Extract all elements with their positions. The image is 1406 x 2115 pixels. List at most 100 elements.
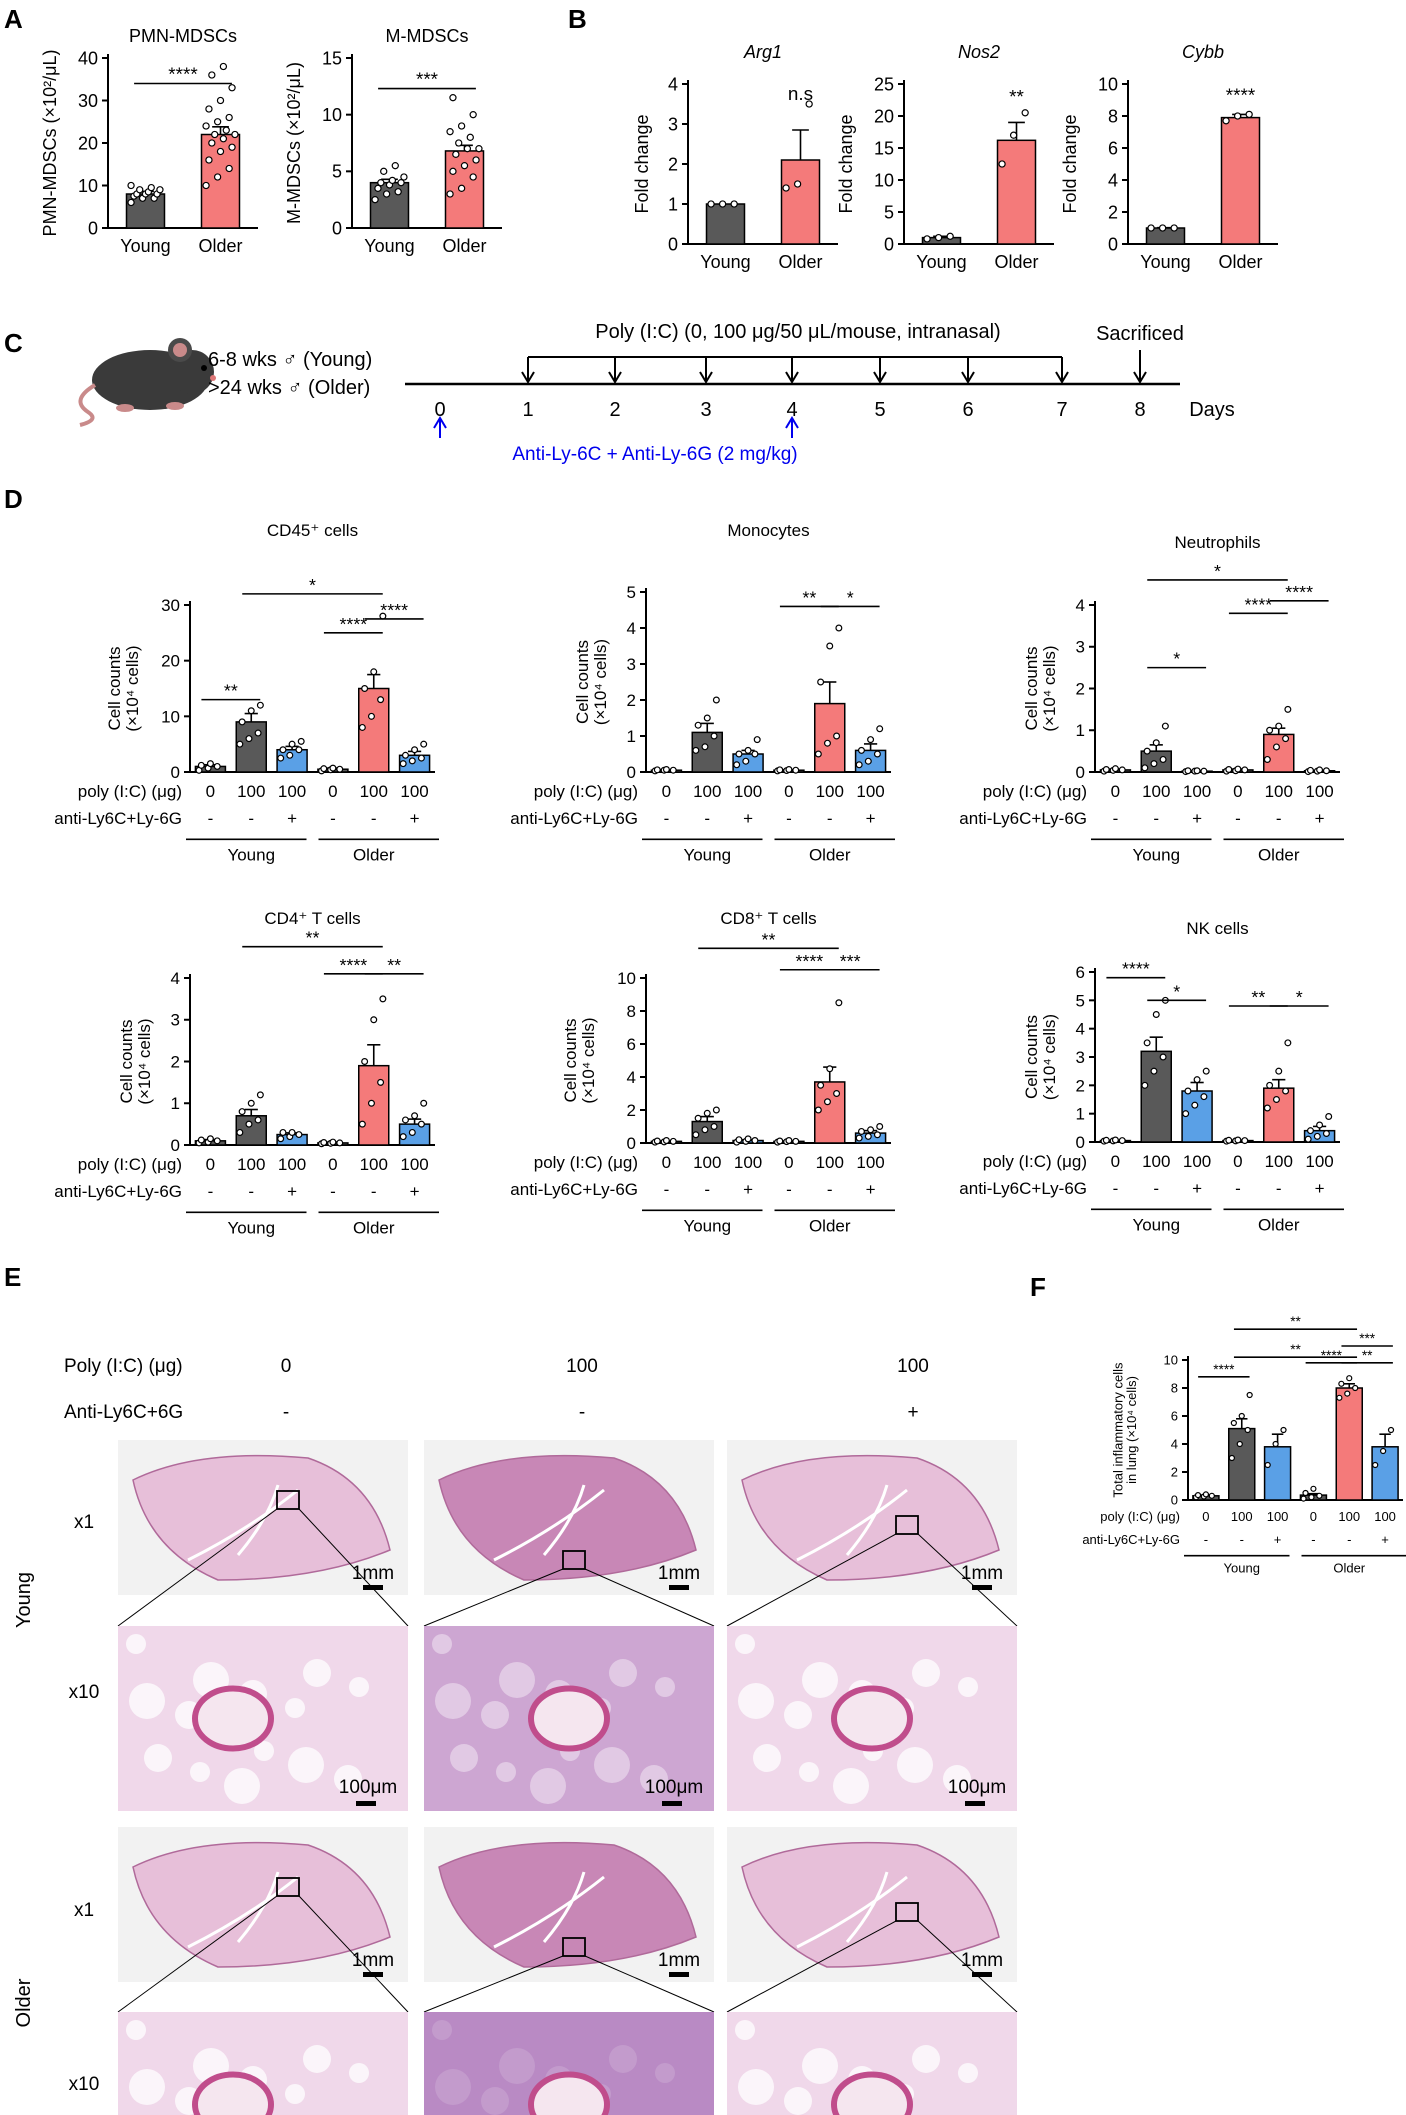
x-tick-label: Young [916,252,966,272]
data-point [826,1065,834,1073]
young-group-label: Young [1224,1561,1260,1576]
data-point [692,1131,700,1139]
y-tick-label: 0 [171,763,180,782]
airway-branches [796,1871,908,1949]
data-point [336,1139,344,1147]
data-point [382,190,391,198]
data-point [735,750,743,758]
zoom-box [276,1877,300,1897]
poly-dose-label: 100 [1338,1509,1360,1524]
alveolus [802,2048,838,2084]
bar [1263,1087,1295,1143]
y-tick-label: 10 [1098,74,1118,94]
bar [1228,1427,1256,1501]
data-point [256,701,264,709]
anti-flag-label: - [371,809,377,828]
data-point [744,1135,752,1143]
data-point [873,750,881,758]
data-point [735,1136,743,1144]
significance-label: **** [795,951,823,971]
data-point [225,113,233,122]
data-point [397,179,405,187]
data-point [1313,1132,1321,1140]
day-label: 3 [700,399,711,421]
poly-dose-label: 100 [400,782,428,801]
panel-label-b: B [568,4,587,34]
significance-label: *** [840,951,861,971]
histology-col1-poly: 0 [281,1356,292,1377]
data-point [1143,1039,1151,1047]
histology-anti-header: Anti-Ly6C+6G [64,1402,183,1423]
zoom-box [895,1902,919,1922]
poly-dose-label: 0 [662,1153,671,1172]
y-tick-label: 8 [1108,106,1118,126]
y-tick-label: 10 [617,969,636,988]
data-point [710,732,718,740]
poly-dose-label: 100 [1183,782,1211,801]
alveolus [735,1634,755,1654]
scale-bar-label-100um: 100μm [645,1777,703,1798]
data-point [1184,1087,1192,1095]
poly-dose-label: 100 [1305,1152,1333,1171]
young-group-label: Young [227,845,275,864]
zoom-line [917,1533,1018,1627]
data-point [469,111,477,119]
data-point [388,176,397,185]
anti-flag-label: - [208,1182,214,1201]
data-point [1246,1391,1253,1399]
data-point [1194,1491,1202,1499]
data-point [662,1137,670,1145]
data-point [358,723,366,731]
arrow-head [1133,371,1147,384]
data-point [420,740,428,748]
panel-label-a: A [4,4,23,34]
anti-flag-label: - [1240,1532,1244,1547]
y-axis-label: Cell counts [105,646,124,730]
x-tick-label: Older [778,252,822,272]
data-point [1234,765,1242,773]
data-point [1310,1485,1317,1492]
airway-branches [187,1484,299,1562]
y-tick-label: 15 [322,48,342,68]
data-point [792,766,800,774]
y-axis-label: M-MDSCs (×10²/μL) [284,62,304,224]
day-label: 0 [434,399,445,421]
alveolus [655,1677,675,1697]
anti-flag-label: + [866,809,876,828]
data-point [1266,1081,1274,1089]
alveolus [285,2084,305,2104]
data-point [374,184,382,192]
poly-dose-label: 0 [328,1155,337,1174]
alveolus [784,2087,812,2115]
data-point [408,757,416,765]
data-point [826,642,834,650]
y-tick-label: 0 [1076,763,1085,782]
data-point [1244,1426,1251,1434]
data-point [449,94,457,102]
y-tick-label: 0 [1076,1133,1085,1152]
y-tick-label: 3 [627,655,636,674]
data-point [336,765,344,773]
alveolus [609,2045,637,2073]
day-label: 6 [962,399,973,421]
data-point [1306,1127,1314,1135]
chart-cybb: Cybb 0 2 4 6 8 10 Fold change Young Older **** [1060,42,1278,272]
data-point [1245,110,1253,119]
bronchiole [831,2071,913,2115]
data-point [213,118,222,126]
y-tick-label: 40 [78,48,98,68]
data-point [420,1099,428,1107]
data-point [222,126,230,134]
data-point [998,160,1006,168]
scale-bar [965,1801,985,1806]
data-point [785,1137,793,1145]
x-tick-label: Young [364,236,414,256]
data-point [377,696,385,704]
data-point [1200,767,1208,775]
scale-bar [972,1972,992,1977]
data-point [857,746,865,754]
y-tick-label: 4 [1076,596,1085,615]
alveolus [912,1659,940,1687]
data-point [823,1098,831,1106]
data-point [367,712,375,720]
